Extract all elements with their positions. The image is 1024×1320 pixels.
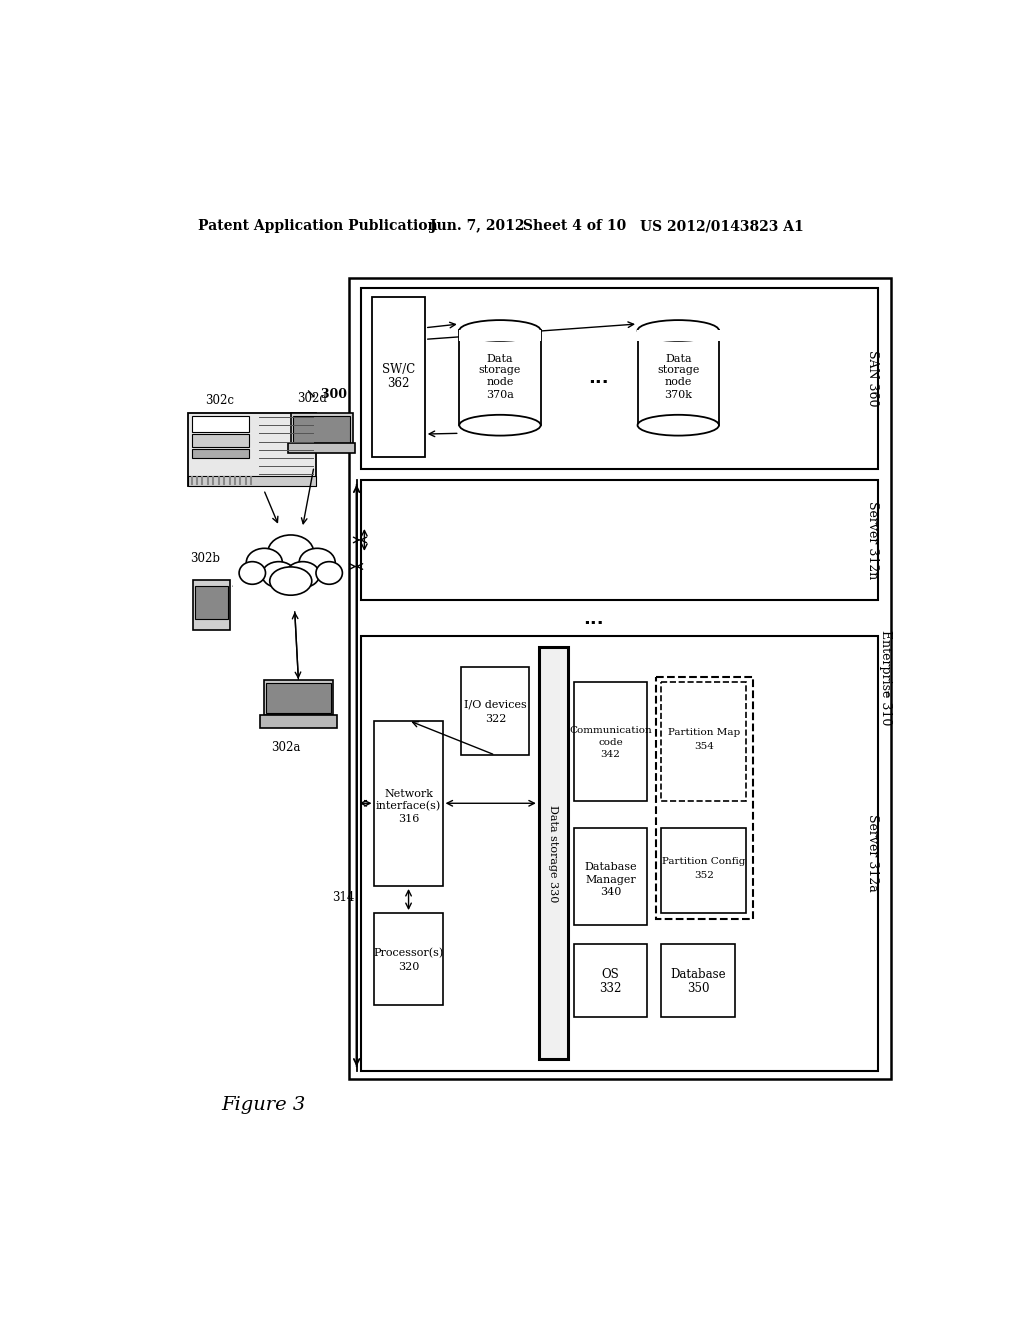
- Text: Server 312a: Server 312a: [866, 814, 880, 892]
- Text: node: node: [486, 376, 514, 387]
- Bar: [460, 330, 541, 425]
- Bar: [291, 413, 352, 446]
- Text: 342: 342: [600, 750, 621, 759]
- Text: US 2012/0143823 A1: US 2012/0143823 A1: [640, 219, 803, 234]
- Text: Processor(s): Processor(s): [374, 948, 443, 958]
- Bar: [293, 416, 350, 444]
- Bar: [539, 647, 568, 1059]
- Ellipse shape: [268, 535, 313, 569]
- Bar: [360, 480, 879, 599]
- Text: 320: 320: [398, 962, 419, 972]
- Text: storage: storage: [657, 366, 699, 375]
- Bar: [662, 682, 746, 801]
- Ellipse shape: [638, 321, 719, 341]
- Bar: [662, 829, 746, 913]
- Ellipse shape: [247, 548, 283, 577]
- Text: 302c: 302c: [206, 395, 234, 408]
- Text: 352: 352: [694, 871, 714, 879]
- Text: 322: 322: [484, 714, 506, 723]
- Ellipse shape: [460, 414, 541, 436]
- Text: Partition Config: Partition Config: [663, 857, 745, 866]
- Bar: [191, 416, 249, 432]
- Text: 370a: 370a: [486, 389, 514, 400]
- Text: Database: Database: [670, 968, 726, 981]
- Bar: [191, 434, 249, 447]
- Bar: [188, 412, 316, 486]
- Ellipse shape: [299, 548, 335, 577]
- Text: Partition Map: Partition Map: [668, 727, 740, 737]
- Text: 354: 354: [694, 742, 714, 751]
- Bar: [573, 944, 647, 1016]
- Text: Communication: Communication: [569, 726, 652, 735]
- Bar: [655, 677, 753, 919]
- Text: 340: 340: [600, 887, 622, 896]
- Bar: [461, 667, 529, 755]
- Text: 316: 316: [398, 813, 419, 824]
- Bar: [349, 277, 891, 1078]
- Bar: [260, 715, 337, 729]
- Bar: [266, 682, 331, 713]
- Text: 362: 362: [387, 376, 410, 389]
- Bar: [360, 288, 879, 469]
- Text: OS: OS: [601, 968, 620, 981]
- Bar: [263, 681, 334, 715]
- Text: Figure 3: Figure 3: [221, 1097, 305, 1114]
- Text: 302d: 302d: [297, 392, 327, 405]
- Text: Patent Application Publication: Patent Application Publication: [198, 219, 437, 234]
- Text: ↘ 300: ↘ 300: [306, 388, 347, 401]
- Bar: [360, 636, 879, 1071]
- Text: Database: Database: [584, 862, 637, 873]
- Text: Data: Data: [665, 354, 691, 363]
- Bar: [375, 721, 442, 886]
- Text: storage: storage: [479, 366, 521, 375]
- Text: interface(s): interface(s): [376, 801, 441, 812]
- Ellipse shape: [262, 561, 296, 587]
- Text: ...: ...: [588, 368, 608, 387]
- Bar: [196, 586, 228, 619]
- Text: Jun. 7, 2012: Jun. 7, 2012: [430, 219, 524, 234]
- Ellipse shape: [286, 561, 319, 587]
- Text: 304: 304: [281, 577, 301, 587]
- Bar: [194, 579, 230, 630]
- Text: Data storage 330: Data storage 330: [549, 805, 558, 902]
- Ellipse shape: [638, 414, 719, 436]
- Text: code: code: [598, 738, 623, 747]
- Text: SW/C: SW/C: [382, 363, 415, 376]
- Text: node: node: [665, 376, 692, 387]
- Text: 332: 332: [599, 982, 622, 994]
- Text: Sheet 4 of 10: Sheet 4 of 10: [523, 219, 627, 234]
- Bar: [637, 330, 720, 341]
- Text: Network(s): Network(s): [260, 564, 322, 574]
- Text: SAN 360: SAN 360: [866, 350, 880, 407]
- Text: Server 312n: Server 312n: [866, 500, 880, 579]
- Bar: [459, 330, 542, 341]
- Bar: [573, 682, 647, 801]
- Bar: [191, 449, 249, 458]
- Ellipse shape: [460, 321, 541, 341]
- Bar: [372, 297, 425, 457]
- Bar: [188, 477, 316, 486]
- Text: 302b: 302b: [190, 552, 220, 565]
- Text: Communication: Communication: [248, 550, 334, 560]
- Bar: [233, 532, 348, 601]
- Text: I/O devices: I/O devices: [464, 700, 526, 710]
- Text: Data: Data: [486, 354, 513, 363]
- Text: Network: Network: [384, 789, 433, 799]
- Text: 350: 350: [687, 982, 710, 994]
- Ellipse shape: [269, 566, 311, 595]
- Ellipse shape: [239, 561, 265, 585]
- Bar: [289, 444, 355, 453]
- Ellipse shape: [316, 561, 342, 585]
- Text: 302a: 302a: [271, 741, 301, 754]
- Text: 370k: 370k: [665, 389, 692, 400]
- Bar: [662, 944, 735, 1016]
- Text: ...: ...: [583, 610, 603, 628]
- Text: 314: 314: [332, 891, 354, 904]
- Bar: [573, 829, 647, 924]
- Bar: [375, 913, 442, 1006]
- Text: Manager: Manager: [585, 875, 636, 884]
- Text: Enterprise 310: Enterprise 310: [880, 631, 893, 726]
- Bar: [638, 330, 719, 425]
